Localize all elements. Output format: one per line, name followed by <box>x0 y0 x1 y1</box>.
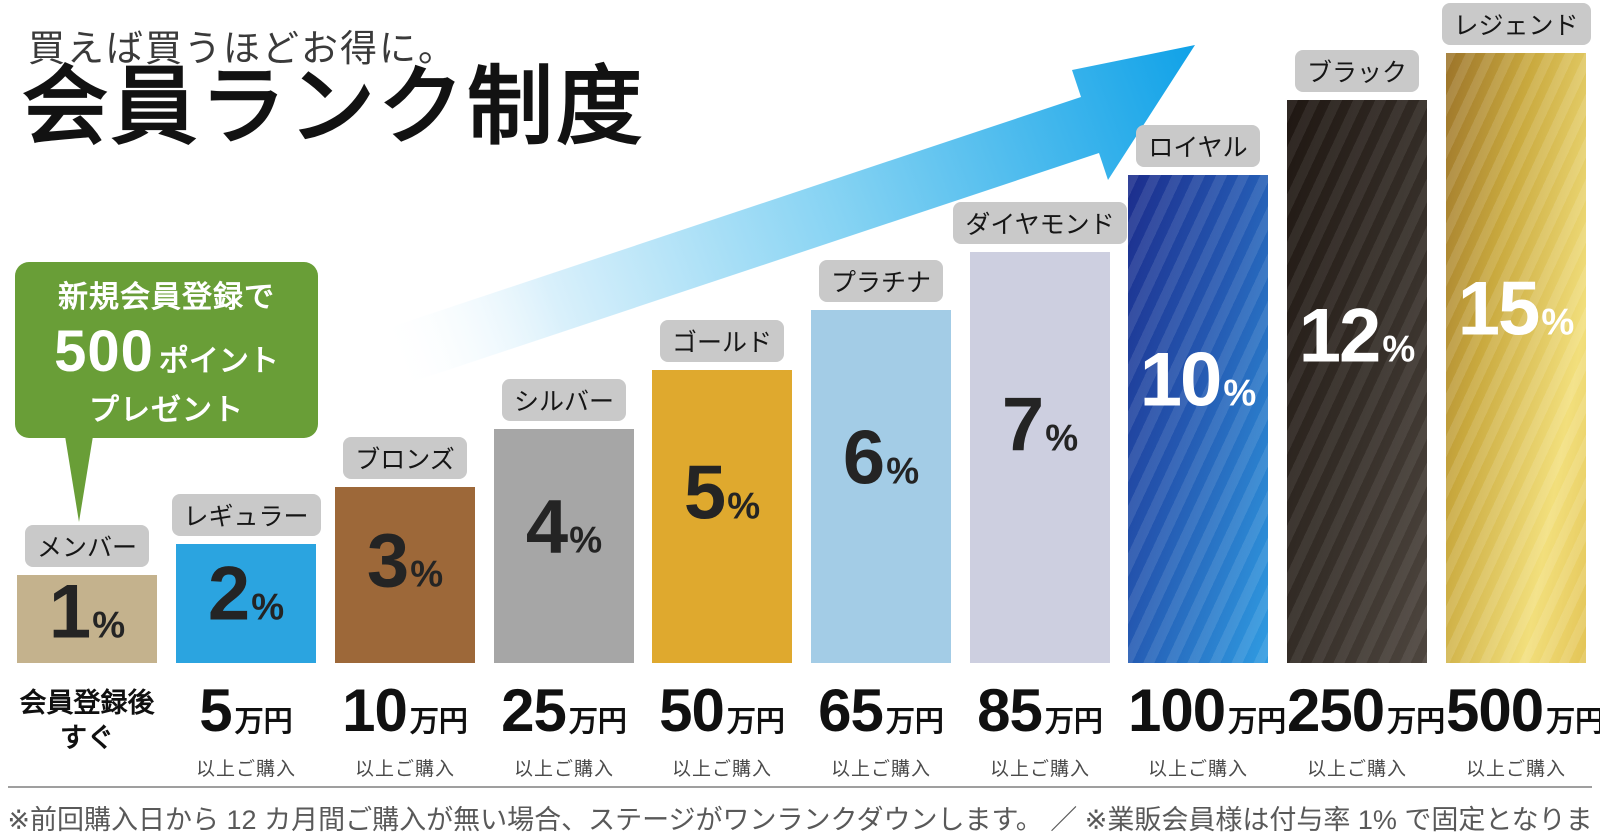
tier-bar: 6% <box>811 310 951 663</box>
tier-rate: 3% <box>366 518 444 604</box>
tier-column-gold: ゴールド 5% <box>652 320 792 663</box>
bubble-points-value: 500 <box>54 318 154 384</box>
tier-column-black: ブラック 12% <box>1287 50 1427 663</box>
bubble-line3: プレゼント <box>89 393 244 427</box>
tier-column-royal: ロイヤル 10% <box>1128 125 1268 663</box>
footnote-divider <box>8 786 1592 788</box>
tier-rate: 5% <box>683 450 761 536</box>
tier-column-platinum: プラチナ 6% <box>811 260 951 663</box>
tier-rate: 10% <box>1139 337 1257 423</box>
tier-bar: 3% <box>335 487 475 663</box>
tier-badge: レギュラー <box>171 494 321 536</box>
tier-column-legend: レジェンド 15% <box>1441 3 1591 663</box>
tier-column-regular: レギュラー 2% <box>171 494 321 663</box>
tier-rate: 6% <box>842 415 920 501</box>
tier-column-diamond: ダイヤモンド 7% <box>953 202 1127 663</box>
tier-bar: 5% <box>652 370 792 663</box>
tier-column-bronze: ブロンズ 3% <box>335 437 475 663</box>
tier-bar: 10% <box>1128 175 1268 663</box>
tier-rate: 2% <box>207 551 285 637</box>
tier-column-member: メンバー 1% <box>17 525 157 663</box>
signup-bonus-bubble: 新規会員登録で 500 ポイント プレゼント <box>15 262 318 438</box>
tier-column-silver: シルバー 4% <box>494 379 634 663</box>
tier-rate: 1% <box>48 569 126 655</box>
tier-bar: 15% <box>1446 53 1586 663</box>
tier-badge: ブロンズ <box>343 437 467 479</box>
tier-threshold: 5 万円 以上ご購入 <box>195 677 296 780</box>
tier-bar: 7% <box>970 252 1110 663</box>
tier-threshold: 会員登録後 すぐ <box>19 688 155 754</box>
tier-bar: 2% <box>176 544 316 663</box>
tier-bar: 1% <box>17 569 157 663</box>
tier-bar: 4% <box>494 429 634 663</box>
tier-threshold: 85 万円 以上ご購入 <box>977 677 1103 780</box>
tier-badge: メンバー <box>24 525 149 567</box>
bubble-tail <box>65 436 93 522</box>
tier-threshold: 25 万円 以上ご購入 <box>501 677 627 780</box>
tier-badge: ロイヤル <box>1136 125 1260 167</box>
tier-badge: ダイヤモンド <box>953 202 1127 244</box>
tier-badge: レジェンド <box>1441 3 1591 45</box>
tier-rate: 15% <box>1457 266 1575 352</box>
footnote: ※前回購入日から 12 カ月間ご購入が無い場合、ステージがワンランクダウンします… <box>7 805 1593 835</box>
tier-threshold: 65 万円 以上ご購入 <box>818 677 944 780</box>
page-title: 会員ランク制度 <box>22 59 645 155</box>
bubble-line1: 新規会員登録で <box>58 280 275 314</box>
tier-rate: 12% <box>1298 293 1416 379</box>
tier-badge: シルバー <box>501 379 626 421</box>
bubble-points: 500 ポイント <box>54 318 279 385</box>
tier-threshold: 100 万円 以上ご購入 <box>1128 677 1287 780</box>
tier-badge: ブラック <box>1294 50 1419 92</box>
tier-bar: 12% <box>1287 100 1427 663</box>
tier-threshold: 250 万円 以上ご購入 <box>1287 677 1446 780</box>
tier-rate: 4% <box>525 484 603 570</box>
tier-threshold: 10 万円 以上ご購入 <box>342 677 468 780</box>
tier-badge: プラチナ <box>818 260 943 302</box>
tier-threshold: 50 万円 以上ご購入 <box>659 677 785 780</box>
tier-badge: ゴールド <box>659 320 784 362</box>
tier-rate: 7% <box>1001 382 1079 468</box>
subtitle: 買えば買うほどお得に。 <box>28 28 457 69</box>
tier-threshold: 500 万円 以上ご購入 <box>1446 677 1600 780</box>
bubble-points-unit: ポイント <box>158 344 279 378</box>
